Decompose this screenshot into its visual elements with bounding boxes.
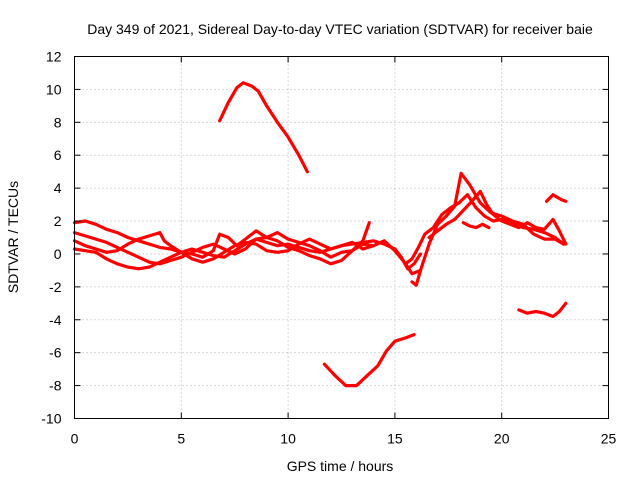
y-tick-label: 12 [46,49,62,65]
plot-frame [74,56,609,419]
y-tick-label: -2 [49,279,62,295]
y-tick-label: -4 [49,312,62,328]
series-track-10 [461,221,491,230]
x-tick-label: 20 [494,431,510,447]
y-tick-label: 0 [54,246,62,262]
grid [74,56,609,419]
x-tick-label: 5 [177,431,185,447]
series-track-6 [322,333,416,388]
series-track-5 [218,81,309,174]
axis-ticks: 0 5 10 15 20 25 -10 -8 -6 -4 -2 0 2 4 6 8 10 12 [41,49,616,447]
series-track-12 [517,301,568,319]
chart-title: Day 349 of 2021, Sidereal Day-to-day VTE… [87,21,593,37]
series-track-9 [427,189,568,246]
y-axis-label: SDTVAR / TECUs [5,181,21,293]
series-track-8 [410,171,566,287]
series-track-11 [544,193,568,203]
data-series [72,81,568,388]
x-tick-label: 10 [280,431,296,447]
series-track-2 [72,221,371,266]
y-tick-label: 6 [54,147,62,163]
y-tick-label: 8 [54,114,62,130]
x-axis-label: GPS time / hours [287,458,394,474]
x-tick-label: 25 [601,431,617,447]
x-tick-label: 0 [71,431,79,447]
series-track-3 [72,237,423,271]
y-tick-label: -10 [41,411,61,427]
series-track-7 [404,193,566,266]
y-tick-label: 4 [54,180,62,196]
series-track-4 [72,231,423,276]
y-tick-label: 2 [54,213,62,229]
x-tick-label: 15 [387,431,403,447]
y-tick-label: 10 [46,81,62,97]
y-tick-label: -6 [49,345,62,361]
y-tick-label: -8 [49,378,62,394]
